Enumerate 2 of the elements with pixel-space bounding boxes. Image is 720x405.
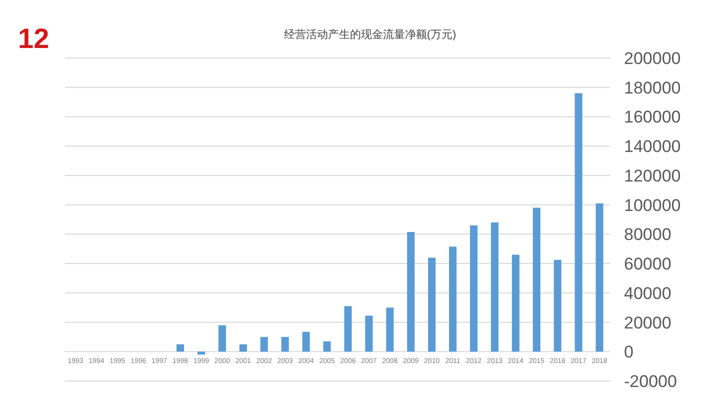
title: 经营活动产生的现金流量净额(万元) [284, 29, 456, 41]
annotation: 12 [18, 23, 50, 54]
